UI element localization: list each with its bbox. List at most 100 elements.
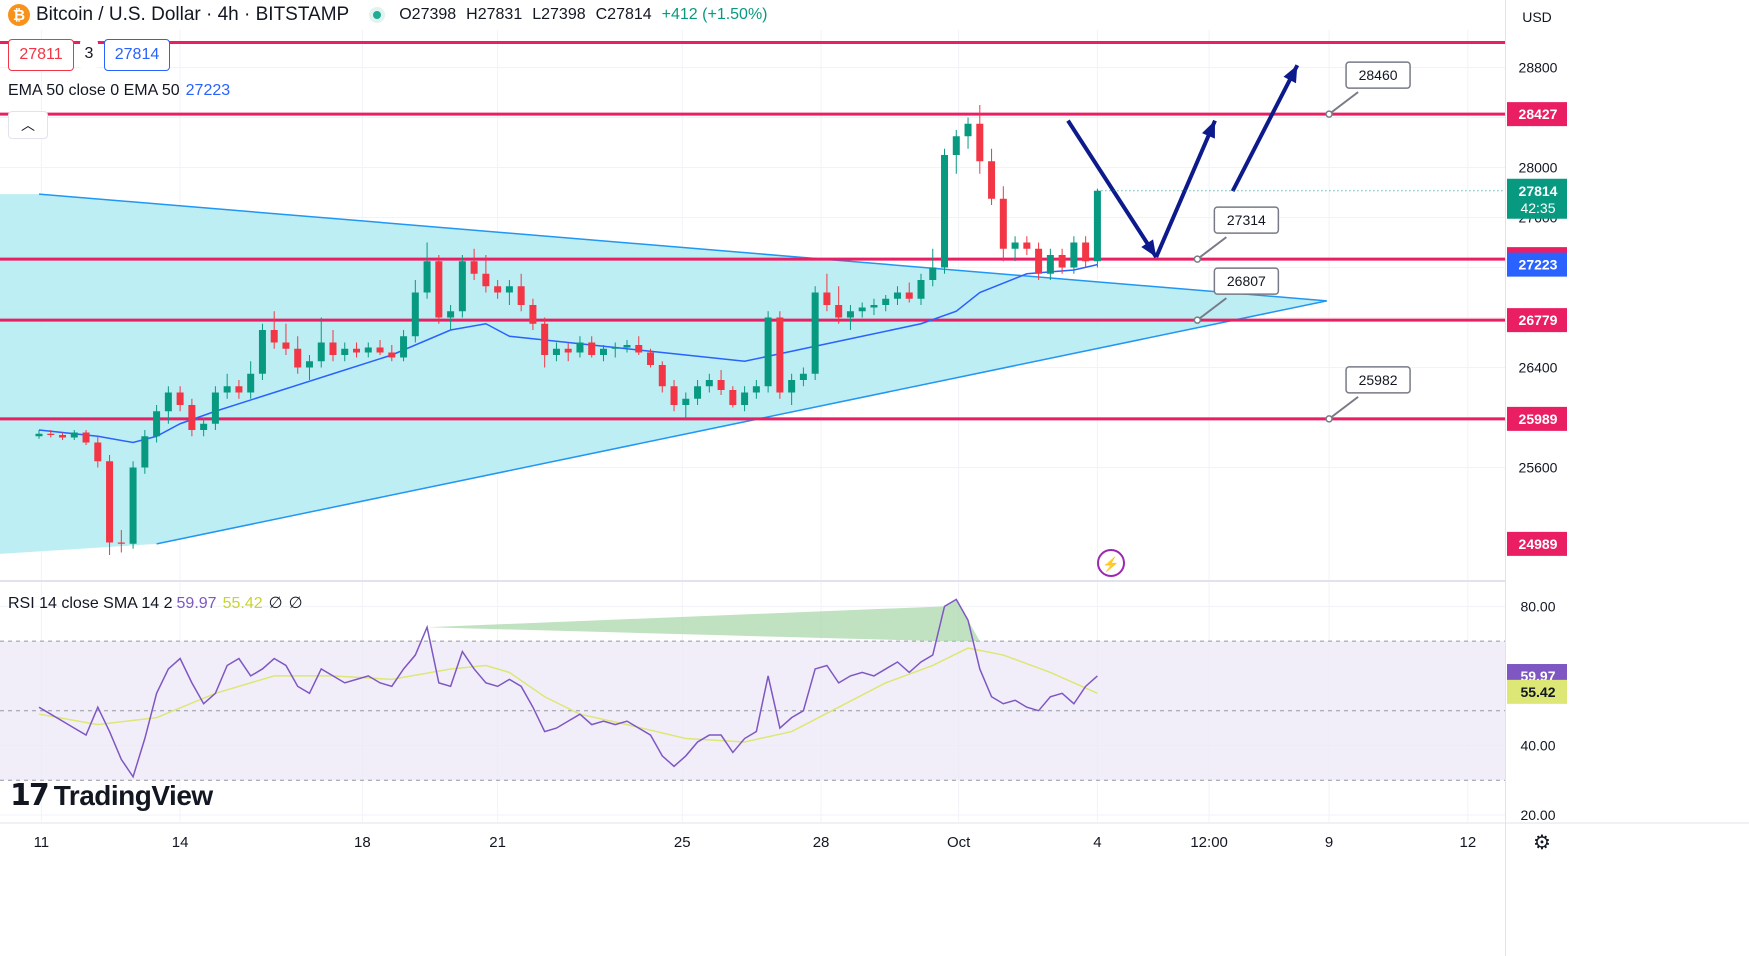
candle-up — [423, 242, 431, 299]
high-value: H27831 — [466, 6, 523, 23]
candle-body — [670, 386, 678, 405]
candle-up — [258, 323, 266, 380]
callout-box — [1345, 366, 1411, 394]
candle-body — [1023, 242, 1031, 249]
candle-body — [59, 435, 67, 438]
sell-price-button[interactable]: 27811 — [8, 39, 74, 71]
price-label-bg — [1507, 252, 1567, 277]
candle-body — [1046, 255, 1054, 274]
candle-up — [200, 417, 208, 437]
candle-up — [870, 298, 878, 315]
candle-body — [705, 380, 713, 387]
candle-body — [211, 392, 219, 424]
candle-down — [294, 336, 302, 374]
candle-body — [588, 342, 596, 355]
callout-leader — [1328, 396, 1359, 420]
candle-body — [47, 433, 55, 435]
symbol-header: ₿ Bitcoin / U.S. Dollar · 4h · BITSTAMP … — [0, 0, 1505, 30]
candle-body — [576, 342, 584, 353]
market-status-icon[interactable] — [369, 7, 386, 23]
candle-up — [341, 342, 349, 362]
price-callout: 26807 — [1193, 267, 1280, 324]
candle-body — [294, 348, 302, 368]
symbol-title[interactable]: Bitcoin / U.S. Dollar · 4h · BITSTAMP — [36, 4, 350, 25]
rsi-sma-line — [38, 647, 1098, 743]
price-label: 24989 — [1507, 531, 1567, 556]
candle-body — [658, 365, 666, 387]
candle-body — [235, 386, 243, 393]
price-callout: 28460 — [1325, 61, 1411, 118]
candle-body — [1082, 242, 1090, 262]
candle-body — [117, 542, 125, 544]
candle-up — [893, 286, 901, 305]
ema-legend[interactable]: EMA 50 close 0 EMA 50 27223 — [8, 82, 230, 100]
candle-body — [717, 380, 725, 390]
candle-body — [741, 392, 749, 405]
callout-leader — [1196, 236, 1227, 260]
candle-body — [305, 361, 313, 368]
time-tick-label: 12:00 — [1190, 834, 1228, 851]
candle-down — [905, 282, 913, 303]
candle-body — [200, 423, 208, 430]
time-tick-label: 28 — [813, 834, 830, 851]
candle-up — [846, 305, 854, 330]
currency-selector[interactable]: USD — [1522, 9, 1552, 25]
candle-down — [388, 345, 396, 362]
low-value: L27398 — [532, 6, 586, 23]
candle-down — [188, 398, 196, 437]
candle-up — [682, 392, 690, 418]
candle-up — [400, 330, 408, 362]
candle-body — [153, 411, 161, 437]
spread-value: 3 — [80, 39, 98, 69]
callout-box — [1213, 206, 1280, 234]
price-label-text: 26779 — [1519, 312, 1558, 328]
price-tick-label: 26400 — [1519, 360, 1558, 376]
callout-label: 28460 — [1359, 67, 1398, 83]
arrow-shaft — [1154, 119, 1217, 258]
candle-down — [729, 386, 737, 408]
rsi-overbought-fill — [427, 599, 980, 642]
candle-body — [35, 433, 43, 437]
ohlc-values: O27398 H27831 L27398 C27814 +412 (+1.50%) — [399, 6, 767, 24]
price-label-bg — [1507, 308, 1567, 333]
candle-body — [435, 261, 443, 318]
time-tick-label: 12 — [1459, 834, 1476, 851]
buy-price-button[interactable]: 27814 — [104, 39, 170, 71]
candle-up — [611, 342, 619, 358]
price-label: 25989 — [1507, 406, 1567, 431]
candle-down — [635, 336, 643, 355]
candle-body — [552, 348, 560, 355]
tradingview-logo[interactable]: 𝟭𝟳 TradingView — [10, 778, 213, 813]
ema-line — [38, 263, 1098, 444]
candle-body — [341, 348, 349, 355]
candle-down — [176, 386, 184, 412]
candle-body — [541, 323, 549, 355]
rsi-label-bg — [1507, 679, 1567, 704]
candle-down — [282, 323, 290, 355]
candle-body — [964, 123, 972, 137]
candle-down — [588, 336, 596, 358]
candle-body — [917, 280, 925, 299]
candle-body — [870, 305, 878, 308]
candle-body — [447, 311, 455, 318]
candle-up — [211, 386, 219, 430]
callout-label: 27314 — [1227, 212, 1266, 228]
candle-up — [752, 380, 760, 399]
price-callout: 27314 — [1193, 206, 1280, 263]
price-label: 26779 — [1507, 308, 1567, 333]
price-label-text: 27814 — [1519, 183, 1558, 199]
rsi-legend[interactable]: RSI 14 close SMA 14 2 59.97 55.42 ∅ ∅ — [8, 593, 303, 613]
candle-body — [882, 298, 890, 305]
candle-body — [176, 392, 184, 405]
price-label: 28427 — [1507, 102, 1567, 127]
candle-body — [764, 317, 772, 387]
arrow-head — [1141, 239, 1157, 258]
callout-anchor — [1193, 255, 1202, 263]
callout-box — [1213, 267, 1280, 295]
candle-body — [129, 467, 137, 544]
candle-body — [247, 373, 255, 393]
candle-body — [1070, 242, 1078, 268]
collapse-legend-button[interactable]: ︿ — [8, 111, 48, 139]
candle-up — [952, 130, 960, 174]
